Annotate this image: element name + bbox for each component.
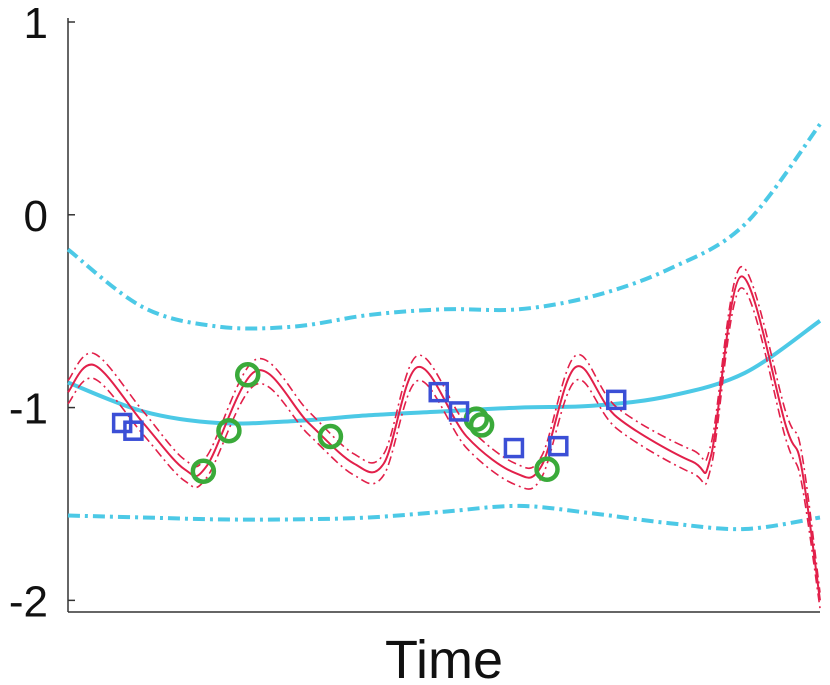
circle-marker bbox=[468, 412, 495, 438]
periodic-upper-line bbox=[67, 265, 821, 593]
y-tick-label: -2 bbox=[9, 577, 48, 626]
square-marker bbox=[605, 389, 627, 411]
y-tick-label: -1 bbox=[9, 385, 48, 434]
square-marker bbox=[448, 401, 470, 422]
circle-marker bbox=[216, 417, 242, 444]
broad-mean-line bbox=[67, 319, 822, 426]
square-marker bbox=[548, 435, 569, 457]
x-axis-label: Time bbox=[385, 630, 503, 685]
square-marker bbox=[428, 381, 449, 403]
periodic-lower-line bbox=[67, 287, 821, 609]
y-tick-label: 1 bbox=[24, 0, 48, 48]
periodic-mean-line bbox=[67, 275, 821, 601]
circle-marker bbox=[317, 423, 344, 450]
broad-upper-line bbox=[66, 123, 822, 331]
square-marker bbox=[123, 420, 144, 441]
y-tick-label: 0 bbox=[24, 192, 48, 241]
marker-layer bbox=[111, 362, 627, 484]
square-marker bbox=[503, 437, 525, 459]
axes: 1 0 -1 -2 bbox=[9, 0, 820, 626]
broad-lower-line bbox=[67, 503, 821, 532]
circle-marker bbox=[534, 456, 560, 483]
circle-marker bbox=[190, 458, 217, 484]
circle-marker bbox=[234, 362, 261, 388]
series-layer bbox=[66, 123, 822, 609]
